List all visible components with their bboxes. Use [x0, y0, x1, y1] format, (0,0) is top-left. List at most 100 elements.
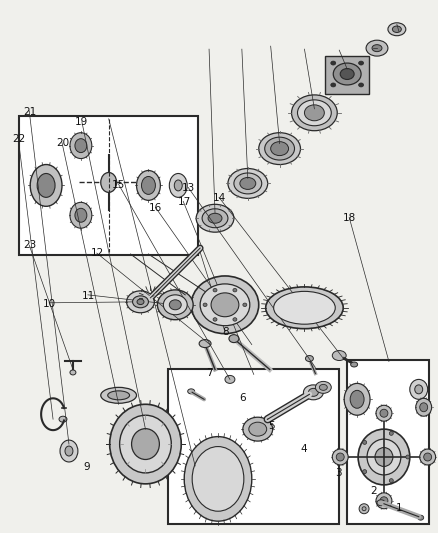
Ellipse shape	[249, 422, 267, 436]
Bar	[347, 360, 429, 523]
Ellipse shape	[174, 180, 182, 191]
Ellipse shape	[259, 133, 300, 165]
Ellipse shape	[332, 351, 346, 360]
Text: 23: 23	[23, 240, 36, 251]
Ellipse shape	[366, 40, 388, 56]
Text: 9: 9	[83, 462, 89, 472]
Ellipse shape	[380, 497, 388, 505]
Ellipse shape	[70, 370, 76, 375]
Ellipse shape	[380, 409, 388, 417]
Ellipse shape	[108, 391, 130, 400]
Text: 22: 22	[12, 134, 25, 144]
Bar	[325, 56, 369, 94]
Ellipse shape	[200, 284, 250, 326]
Text: 13: 13	[182, 183, 195, 193]
Ellipse shape	[367, 439, 401, 475]
Ellipse shape	[331, 61, 336, 65]
Ellipse shape	[243, 303, 247, 306]
Text: 4: 4	[300, 445, 307, 455]
Ellipse shape	[127, 291, 155, 313]
Ellipse shape	[188, 389, 194, 394]
Ellipse shape	[225, 375, 235, 383]
Ellipse shape	[192, 447, 244, 511]
Ellipse shape	[70, 203, 92, 228]
Ellipse shape	[228, 168, 268, 198]
Ellipse shape	[344, 383, 370, 415]
Ellipse shape	[208, 213, 222, 223]
Ellipse shape	[336, 453, 344, 461]
Ellipse shape	[101, 387, 137, 403]
Text: 17: 17	[177, 197, 191, 207]
Ellipse shape	[59, 416, 67, 422]
Text: 14: 14	[212, 192, 226, 203]
Text: 7: 7	[206, 368, 213, 377]
Ellipse shape	[213, 288, 217, 292]
Ellipse shape	[75, 208, 87, 222]
Ellipse shape	[137, 171, 160, 200]
Ellipse shape	[65, 446, 73, 456]
Ellipse shape	[305, 356, 314, 361]
Ellipse shape	[363, 470, 367, 474]
Bar	[168, 369, 339, 523]
Ellipse shape	[315, 382, 331, 393]
Ellipse shape	[203, 303, 207, 306]
Text: 8: 8	[222, 327, 229, 337]
Ellipse shape	[359, 61, 364, 65]
Ellipse shape	[410, 379, 427, 399]
Text: 21: 21	[23, 107, 36, 117]
Ellipse shape	[199, 340, 211, 348]
Text: 20: 20	[56, 139, 69, 149]
Ellipse shape	[213, 318, 217, 321]
Ellipse shape	[265, 137, 294, 160]
Ellipse shape	[274, 292, 335, 324]
Ellipse shape	[233, 288, 237, 292]
Ellipse shape	[304, 105, 324, 121]
Ellipse shape	[229, 335, 239, 343]
Ellipse shape	[377, 500, 385, 506]
Text: 5: 5	[268, 421, 275, 431]
Ellipse shape	[211, 293, 239, 317]
Ellipse shape	[202, 209, 228, 228]
Ellipse shape	[233, 318, 237, 321]
Ellipse shape	[120, 415, 171, 473]
Ellipse shape	[141, 176, 155, 195]
Ellipse shape	[424, 453, 431, 461]
Ellipse shape	[30, 165, 62, 206]
Ellipse shape	[319, 384, 327, 390]
Text: 15: 15	[112, 180, 126, 190]
Ellipse shape	[308, 389, 318, 397]
Ellipse shape	[266, 287, 343, 329]
Ellipse shape	[340, 69, 354, 79]
Ellipse shape	[131, 429, 159, 459]
Ellipse shape	[75, 139, 87, 152]
Ellipse shape	[392, 26, 401, 33]
Ellipse shape	[101, 173, 117, 192]
Ellipse shape	[332, 449, 348, 465]
Ellipse shape	[170, 300, 181, 310]
Text: 3: 3	[336, 469, 342, 478]
Ellipse shape	[304, 385, 323, 400]
Ellipse shape	[363, 440, 367, 445]
Ellipse shape	[110, 404, 181, 484]
Ellipse shape	[137, 299, 144, 304]
Ellipse shape	[331, 83, 336, 87]
Ellipse shape	[375, 448, 393, 466]
Ellipse shape	[416, 398, 431, 416]
Text: 11: 11	[82, 290, 95, 301]
Text: 16: 16	[149, 203, 162, 213]
Ellipse shape	[292, 95, 337, 131]
Ellipse shape	[133, 296, 148, 308]
Ellipse shape	[70, 133, 92, 158]
Ellipse shape	[240, 177, 256, 189]
Ellipse shape	[191, 276, 259, 334]
Ellipse shape	[389, 431, 393, 435]
Text: 12: 12	[91, 248, 104, 259]
Ellipse shape	[362, 507, 366, 511]
Ellipse shape	[196, 204, 234, 232]
Ellipse shape	[372, 45, 382, 52]
Text: 6: 6	[240, 393, 246, 403]
Ellipse shape	[418, 515, 424, 520]
Ellipse shape	[420, 449, 436, 465]
Ellipse shape	[297, 100, 331, 126]
Bar	[19, 116, 198, 255]
